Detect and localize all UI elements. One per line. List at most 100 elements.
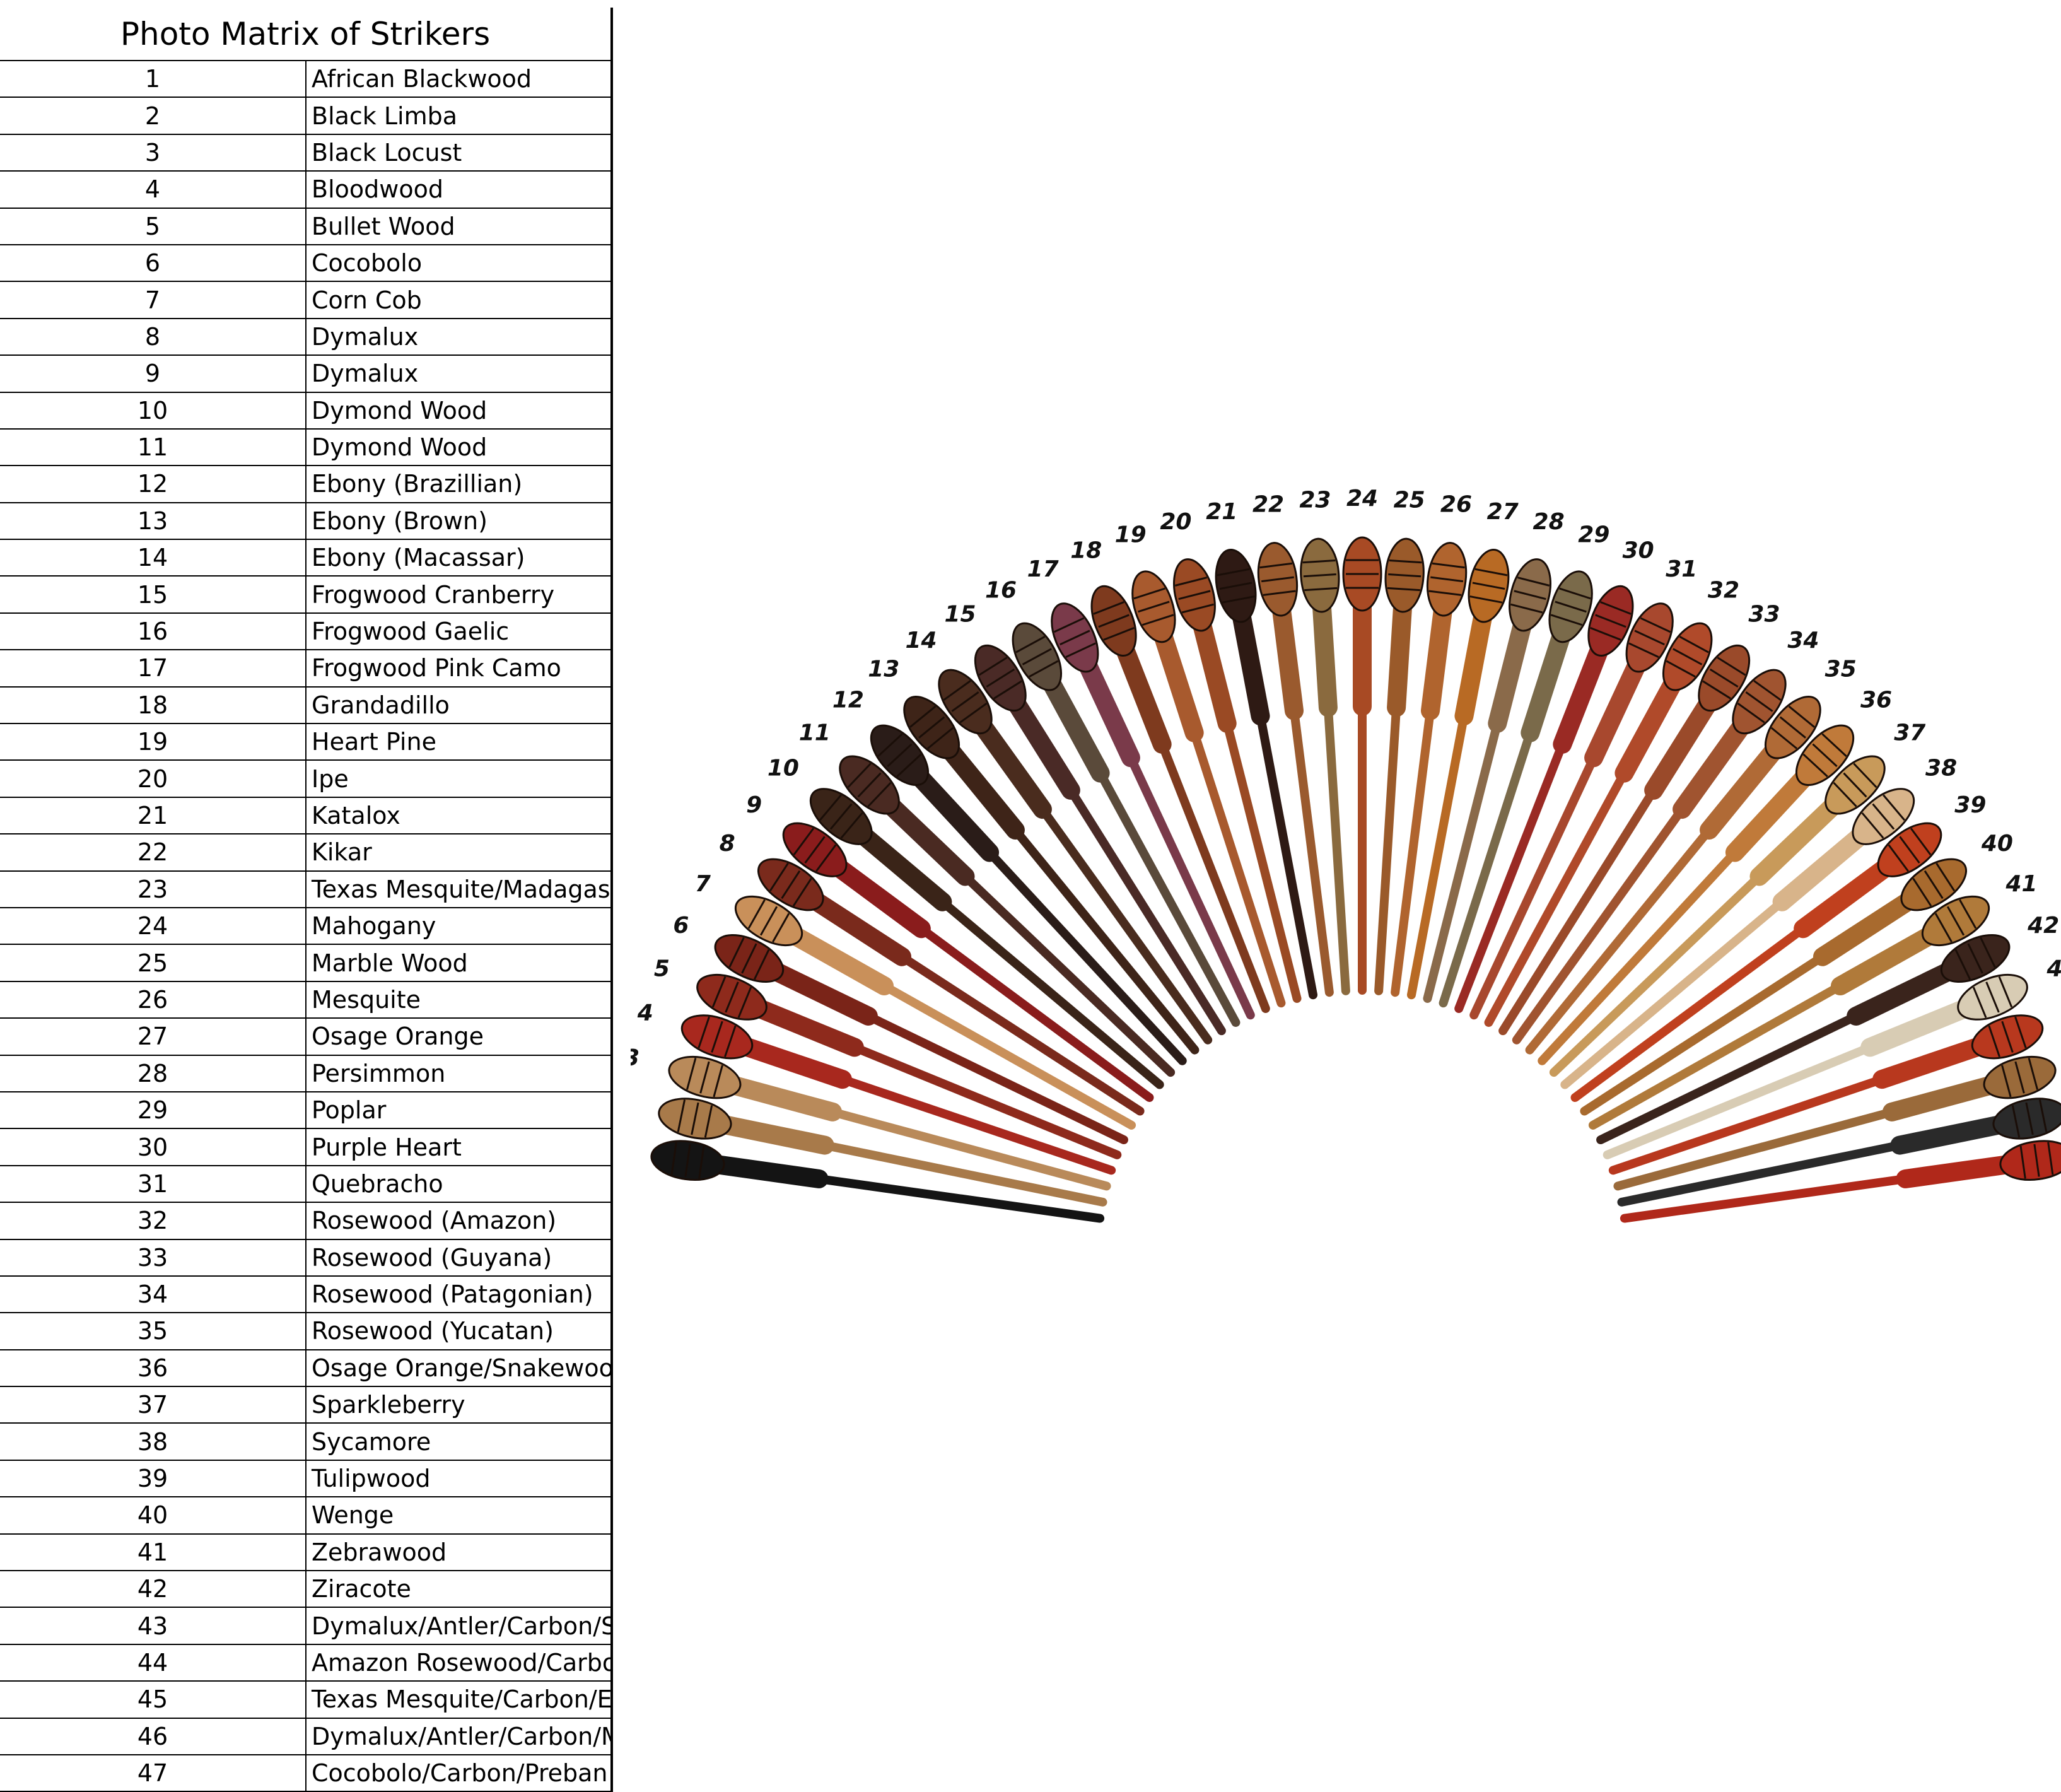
striker-ring bbox=[819, 794, 842, 821]
striker-label-24: 24 bbox=[1346, 486, 1378, 512]
striker-ring bbox=[1899, 836, 1920, 864]
striker-flare bbox=[1794, 859, 1894, 939]
striker-6 bbox=[714, 934, 1128, 1145]
striker-ring bbox=[699, 1061, 710, 1094]
striker-ring bbox=[1954, 949, 1971, 980]
row-wood-name: Bullet Wood bbox=[306, 208, 613, 245]
table-row: 26 Mesquite bbox=[0, 981, 613, 1019]
striker-flare bbox=[882, 797, 975, 886]
row-wood-name: Katalox bbox=[306, 797, 613, 835]
table-row: 31 Quebracho bbox=[0, 1165, 613, 1203]
striker-ring bbox=[1972, 987, 1987, 1018]
striker-flare bbox=[1272, 600, 1304, 720]
striker-label-11: 11 bbox=[799, 720, 831, 746]
striker-24 bbox=[1342, 536, 1382, 995]
striker-label-15: 15 bbox=[944, 601, 976, 627]
striker-ring bbox=[1103, 627, 1135, 641]
row-wood-name: Dymalux/Antler/Carbon/Mammoth Ivory bbox=[306, 1718, 613, 1755]
striker-ring bbox=[896, 753, 922, 778]
row-wood-name: African Blackwood bbox=[306, 61, 613, 98]
striker-ring bbox=[1595, 614, 1626, 628]
striker-ring bbox=[1935, 862, 1956, 892]
row-wood-name: Rosewood (Patagonian) bbox=[306, 1275, 613, 1314]
table-row: 28 Persimmon bbox=[0, 1055, 613, 1092]
row-wood-name: Ebony (Brazillian) bbox=[306, 466, 613, 503]
striker-ring bbox=[1174, 577, 1208, 587]
striker-ring bbox=[2025, 1102, 2034, 1135]
row-number: 13 bbox=[0, 502, 307, 541]
row-number: 3 bbox=[0, 134, 307, 172]
striker-ring bbox=[691, 1102, 699, 1135]
striker-ring bbox=[867, 782, 892, 807]
table-row: 42 Ziracote bbox=[0, 1571, 613, 1608]
striker-label-21: 21 bbox=[1206, 499, 1237, 525]
striker-ring bbox=[1387, 587, 1420, 592]
striker-flare bbox=[1553, 640, 1609, 754]
row-wood-name: Texas Mesquite/Carbon/Elkbone bbox=[306, 1681, 613, 1719]
striker-flare bbox=[1890, 1115, 2009, 1155]
row-number: 14 bbox=[0, 539, 307, 577]
striker-flare bbox=[1749, 797, 1842, 886]
striker-ring bbox=[829, 803, 853, 830]
striker-ring bbox=[1469, 595, 1503, 604]
striker-ring bbox=[1022, 648, 1052, 665]
striker-flare bbox=[911, 769, 1000, 862]
row-wood-name: Kikar bbox=[306, 834, 613, 872]
row-number: 31 bbox=[0, 1165, 307, 1203]
striker-ring bbox=[793, 828, 815, 855]
table-row: 20 Ipe bbox=[0, 760, 613, 798]
striker-ring bbox=[1303, 573, 1336, 578]
striker-flare bbox=[1725, 769, 1813, 862]
striker-42 bbox=[1596, 934, 2011, 1145]
striker-ring bbox=[2019, 1145, 2026, 1179]
striker-16 bbox=[1012, 622, 1241, 1027]
striker-ring bbox=[713, 1065, 723, 1098]
table-row: 38 Sycamore bbox=[0, 1423, 613, 1461]
strikers-photo: 1234567891011121314151617181920212223242… bbox=[631, 486, 2061, 1223]
striker-label-25: 25 bbox=[1394, 487, 1425, 513]
striker-ring bbox=[1217, 568, 1250, 577]
row-number: 24 bbox=[0, 907, 307, 946]
row-number: 25 bbox=[0, 944, 307, 982]
striker-ring bbox=[1015, 636, 1046, 653]
striker-ring bbox=[926, 727, 954, 749]
striker-ring bbox=[1590, 627, 1621, 641]
striker-flare bbox=[1232, 607, 1270, 726]
striker-ring bbox=[2014, 1016, 2027, 1048]
striker-flare bbox=[716, 1115, 834, 1155]
striker-sticks bbox=[650, 536, 2061, 1223]
striker-ring bbox=[1222, 595, 1255, 604]
row-wood-name: Sycamore bbox=[306, 1423, 613, 1461]
striker-21 bbox=[1215, 548, 1318, 1000]
row-wood-name: Rosewood (Amazon) bbox=[306, 1202, 613, 1240]
table-row: 40 Wenge bbox=[0, 1497, 613, 1535]
row-number: 44 bbox=[0, 1644, 307, 1682]
striker-flare bbox=[831, 859, 931, 939]
row-number: 41 bbox=[0, 1533, 307, 1572]
row-number: 20 bbox=[0, 760, 307, 798]
striker-flare bbox=[1882, 1076, 1999, 1121]
striker-ring bbox=[1304, 587, 1338, 592]
striker-ring bbox=[2028, 1057, 2039, 1090]
striker-ring bbox=[725, 981, 739, 1013]
striker-10 bbox=[809, 788, 1164, 1089]
striker-label-27: 27 bbox=[1487, 499, 1519, 525]
striker-label-33: 33 bbox=[1748, 601, 1780, 627]
table-row: 35 Rosewood (Yucatan) bbox=[0, 1313, 613, 1350]
striker-ring bbox=[857, 772, 882, 798]
row-number: 47 bbox=[0, 1754, 307, 1792]
striker-ring bbox=[792, 877, 812, 907]
striker-ring bbox=[1065, 642, 1096, 659]
striker-ring bbox=[1261, 576, 1294, 583]
striker-label-23: 23 bbox=[1299, 487, 1331, 513]
striker-ring bbox=[2033, 1144, 2040, 1177]
striker-ring bbox=[1098, 614, 1130, 628]
row-number: 9 bbox=[0, 355, 307, 393]
row-number: 4 bbox=[0, 171, 307, 209]
striker-label-38: 38 bbox=[1925, 755, 1957, 781]
striker-ring bbox=[978, 657, 1008, 676]
striker-ring bbox=[2001, 1021, 2014, 1053]
striker-ring bbox=[1946, 906, 1965, 936]
striker-flare bbox=[1312, 597, 1338, 717]
